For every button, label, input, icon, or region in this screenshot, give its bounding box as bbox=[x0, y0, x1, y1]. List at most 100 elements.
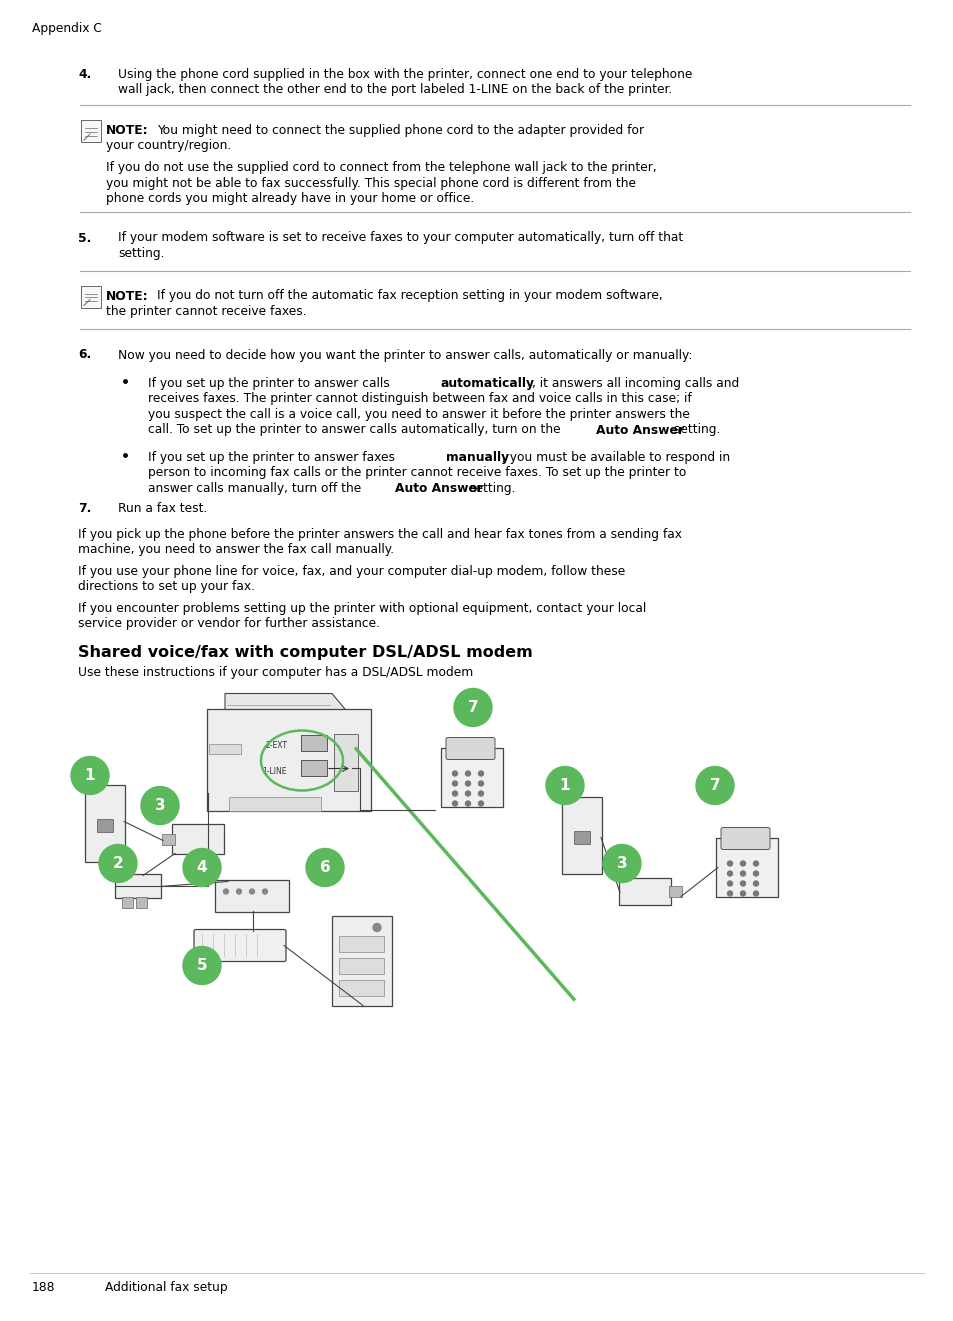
Circle shape bbox=[696, 766, 733, 804]
Circle shape bbox=[727, 890, 732, 896]
FancyBboxPatch shape bbox=[97, 819, 112, 832]
Text: 4.: 4. bbox=[78, 67, 91, 81]
Text: 6.: 6. bbox=[78, 349, 91, 362]
FancyBboxPatch shape bbox=[338, 958, 383, 974]
Circle shape bbox=[753, 871, 758, 876]
Text: 1: 1 bbox=[85, 768, 95, 783]
FancyBboxPatch shape bbox=[229, 798, 320, 811]
Text: 3: 3 bbox=[154, 798, 165, 812]
Circle shape bbox=[740, 871, 744, 876]
FancyBboxPatch shape bbox=[446, 737, 495, 760]
Text: 2: 2 bbox=[112, 856, 123, 871]
Circle shape bbox=[306, 848, 344, 886]
Circle shape bbox=[740, 881, 744, 886]
FancyBboxPatch shape bbox=[618, 878, 670, 905]
Circle shape bbox=[454, 688, 492, 727]
Circle shape bbox=[753, 890, 758, 896]
Circle shape bbox=[452, 791, 457, 797]
Text: 3: 3 bbox=[616, 856, 627, 871]
Text: If you pick up the phone before the printer answers the call and hear fax tones : If you pick up the phone before the prin… bbox=[78, 528, 681, 542]
Text: 188: 188 bbox=[32, 1281, 55, 1295]
FancyBboxPatch shape bbox=[193, 930, 286, 962]
Text: , you must be available to respond in: , you must be available to respond in bbox=[501, 450, 729, 464]
Circle shape bbox=[545, 766, 583, 804]
Text: , it answers all incoming calls and: , it answers all incoming calls and bbox=[532, 376, 739, 390]
Circle shape bbox=[465, 771, 470, 775]
Circle shape bbox=[478, 801, 483, 806]
Circle shape bbox=[465, 781, 470, 786]
Circle shape bbox=[71, 757, 109, 794]
Text: call. To set up the printer to answer calls automatically, turn on the: call. To set up the printer to answer ca… bbox=[148, 424, 564, 436]
FancyBboxPatch shape bbox=[301, 736, 327, 752]
FancyBboxPatch shape bbox=[301, 761, 327, 777]
Text: setting.: setting. bbox=[669, 424, 720, 436]
Text: Use these instructions if your computer has a DSL/ADSL modem: Use these instructions if your computer … bbox=[78, 667, 473, 679]
Text: 5.: 5. bbox=[78, 231, 91, 244]
Circle shape bbox=[223, 889, 229, 894]
Text: If you set up the printer to answer faxes: If you set up the printer to answer faxe… bbox=[148, 450, 398, 464]
Circle shape bbox=[602, 844, 640, 882]
Circle shape bbox=[236, 889, 241, 894]
Text: NOTE:: NOTE: bbox=[106, 289, 149, 303]
FancyBboxPatch shape bbox=[334, 734, 357, 791]
Text: person to incoming fax calls or the printer cannot receive faxes. To set up the : person to incoming fax calls or the prin… bbox=[148, 466, 685, 480]
FancyBboxPatch shape bbox=[574, 831, 589, 844]
Text: Now you need to decide how you want the printer to answer calls, automatically o: Now you need to decide how you want the … bbox=[118, 349, 692, 362]
FancyBboxPatch shape bbox=[214, 881, 289, 913]
Text: If you encounter problems setting up the printer with optional equipment, contac: If you encounter problems setting up the… bbox=[78, 602, 645, 616]
Text: If your modem software is set to receive faxes to your computer automatically, t: If your modem software is set to receive… bbox=[118, 231, 682, 244]
Circle shape bbox=[465, 791, 470, 797]
Text: 4: 4 bbox=[196, 860, 207, 875]
Text: Additional fax setup: Additional fax setup bbox=[105, 1281, 228, 1295]
Circle shape bbox=[183, 947, 221, 984]
Circle shape bbox=[740, 890, 744, 896]
Text: Run a fax test.: Run a fax test. bbox=[118, 502, 207, 515]
FancyBboxPatch shape bbox=[115, 875, 161, 898]
Circle shape bbox=[183, 848, 221, 886]
Text: 1-LINE: 1-LINE bbox=[262, 768, 286, 777]
Text: setting.: setting. bbox=[469, 482, 515, 495]
Circle shape bbox=[727, 881, 732, 886]
FancyBboxPatch shape bbox=[207, 709, 371, 811]
FancyBboxPatch shape bbox=[162, 835, 174, 845]
FancyBboxPatch shape bbox=[338, 980, 383, 996]
Circle shape bbox=[452, 801, 457, 806]
Circle shape bbox=[250, 889, 254, 894]
Text: 7: 7 bbox=[467, 700, 477, 715]
Text: manually: manually bbox=[446, 450, 509, 464]
FancyBboxPatch shape bbox=[121, 897, 132, 908]
FancyBboxPatch shape bbox=[338, 937, 383, 952]
FancyBboxPatch shape bbox=[668, 886, 681, 897]
Text: Appendix C: Appendix C bbox=[32, 22, 102, 34]
Text: 2-EXT: 2-EXT bbox=[265, 741, 287, 750]
Text: If you set up the printer to answer calls: If you set up the printer to answer call… bbox=[148, 376, 394, 390]
Text: answer calls manually, turn off the: answer calls manually, turn off the bbox=[148, 482, 365, 495]
Circle shape bbox=[141, 786, 179, 824]
Circle shape bbox=[452, 781, 457, 786]
Text: phone cords you might already have in your home or office.: phone cords you might already have in yo… bbox=[106, 192, 474, 205]
Text: machine, you need to answer the fax call manually.: machine, you need to answer the fax call… bbox=[78, 543, 394, 556]
Circle shape bbox=[373, 923, 380, 931]
Circle shape bbox=[727, 871, 732, 876]
Text: If you use your phone line for voice, fax, and your computer dial-up modem, foll: If you use your phone line for voice, fa… bbox=[78, 565, 624, 579]
FancyBboxPatch shape bbox=[716, 839, 778, 897]
Text: 1: 1 bbox=[559, 778, 570, 793]
FancyBboxPatch shape bbox=[81, 120, 101, 141]
Polygon shape bbox=[225, 694, 352, 717]
Text: the printer cannot receive faxes.: the printer cannot receive faxes. bbox=[106, 305, 306, 318]
FancyBboxPatch shape bbox=[172, 824, 224, 855]
Circle shape bbox=[99, 844, 137, 882]
Circle shape bbox=[262, 889, 267, 894]
Text: automatically: automatically bbox=[439, 376, 534, 390]
Text: If you do not use the supplied cord to connect from the telephone wall jack to t: If you do not use the supplied cord to c… bbox=[106, 161, 656, 174]
Circle shape bbox=[465, 801, 470, 806]
Text: Using the phone cord supplied in the box with the printer, connect one end to yo: Using the phone cord supplied in the box… bbox=[118, 67, 692, 81]
Circle shape bbox=[478, 781, 483, 786]
Text: 6: 6 bbox=[319, 860, 330, 875]
Circle shape bbox=[753, 881, 758, 886]
Text: If you do not turn off the automatic fax reception setting in your modem softwar: If you do not turn off the automatic fax… bbox=[157, 289, 662, 303]
Circle shape bbox=[452, 771, 457, 775]
Text: 7: 7 bbox=[709, 778, 720, 793]
Text: NOTE:: NOTE: bbox=[106, 124, 149, 137]
Circle shape bbox=[727, 861, 732, 867]
